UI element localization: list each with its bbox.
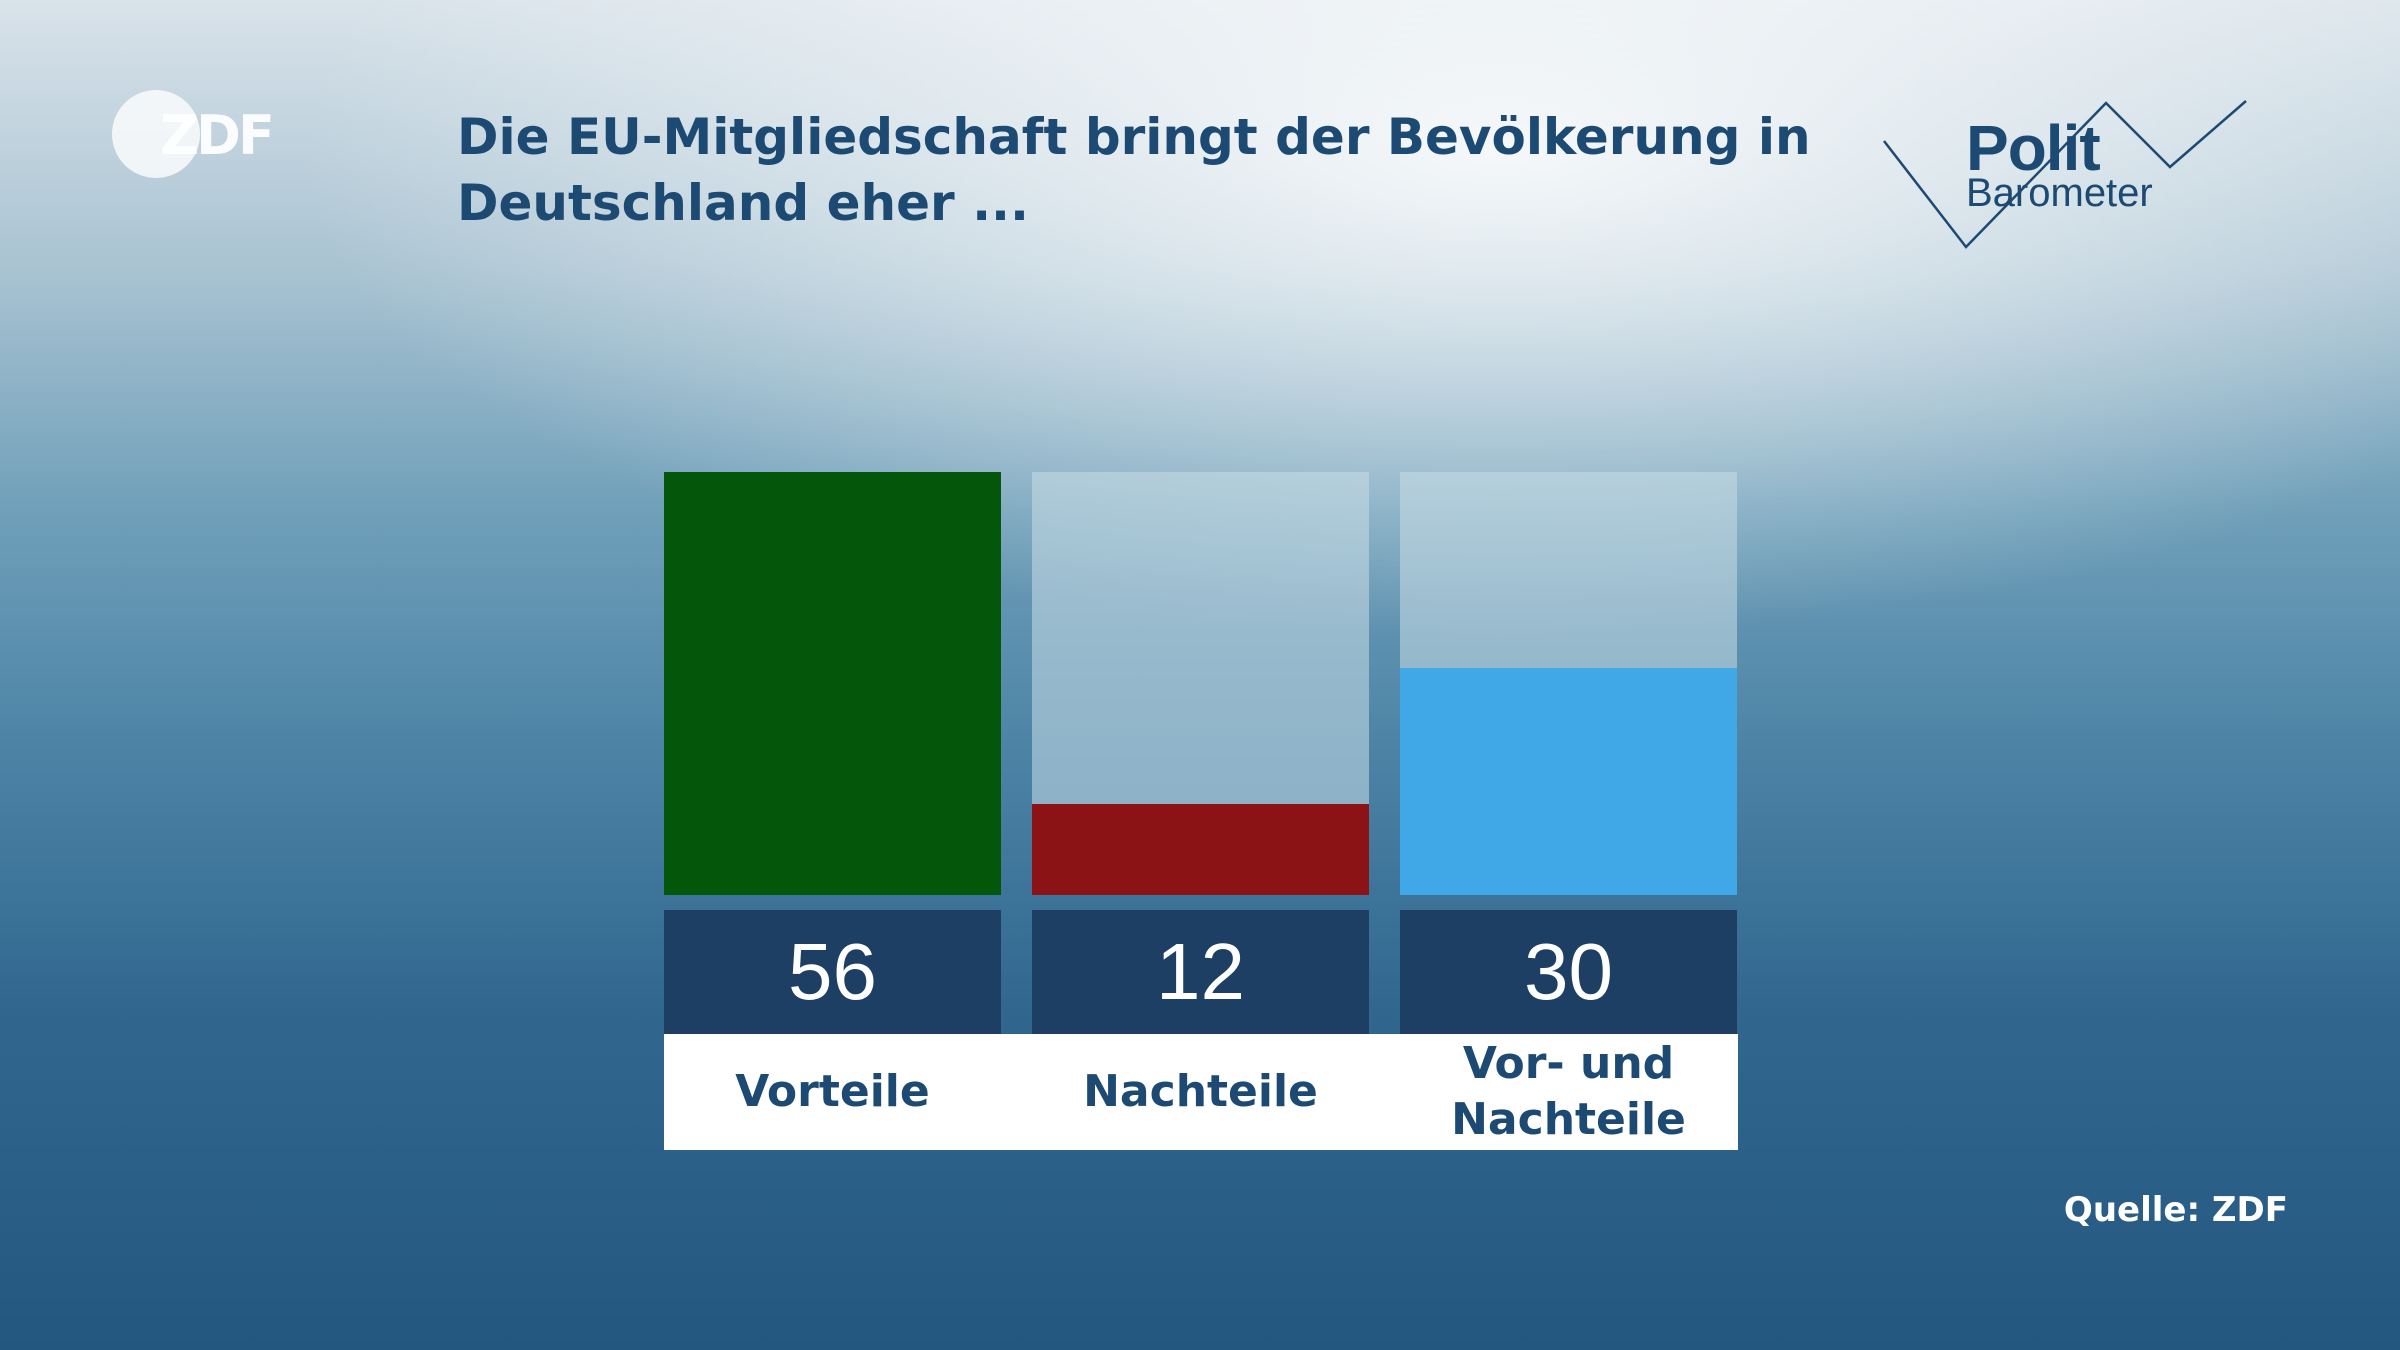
bar	[664, 472, 1001, 895]
politbarometer-barometer: Barometer	[1966, 171, 2153, 215]
bar	[1032, 804, 1369, 895]
bar	[1400, 668, 1737, 895]
zdf-logo: ZDF	[112, 90, 275, 180]
zdf-logo-disc	[112, 90, 200, 178]
bar-track	[664, 472, 1001, 895]
zdf-logo-text: ZDF	[160, 104, 275, 167]
bar-chart: Vorteile Nachteile Vor- und Nachteile 56 12…	[664, 472, 1738, 1152]
category-label: Vor- und Nachteile	[1451, 1038, 1686, 1145]
category-label: Nachteile	[1083, 1066, 1318, 1117]
bar-track	[1400, 472, 1737, 895]
data-label: 12	[1032, 910, 1369, 1034]
bar-track	[1032, 472, 1369, 895]
category-label: Vorteile	[735, 1066, 930, 1117]
politbarometer-zigzag-icon	[1883, 100, 2247, 249]
source-label: Quelle: ZDF	[2063, 1190, 2288, 1230]
data-label: 30	[1400, 910, 1737, 1034]
chart-title: Die EU-Mitgliedschaft bringt der Bevölke…	[457, 108, 1811, 232]
data-label: 56	[664, 910, 1001, 1034]
politbarometer-polit: Polit	[1966, 112, 2101, 184]
category-label-band: Vorteile Nachteile Vor- und Nachteile	[664, 1034, 1738, 1150]
politbarometer-logo: Polit Barometer	[1880, 95, 2260, 255]
